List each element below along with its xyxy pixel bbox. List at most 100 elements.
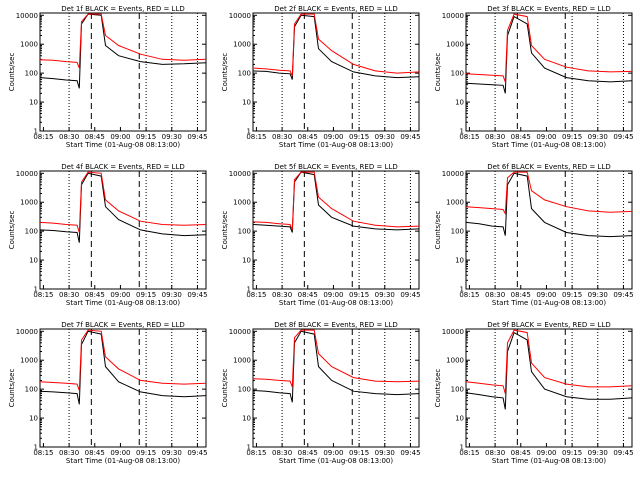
y-tick-label: 10 (29, 257, 38, 265)
panel-title: Det 5f BLACK = Events, RED = LLD (274, 163, 397, 171)
panel-6: Det 6f BLACK = Events, RED = LLD 1 10 100 10… (434, 163, 634, 307)
x-tick-label: 09:15 (562, 133, 582, 141)
x-tick-label: 09:00 (323, 449, 343, 457)
x-tick-label: 08:45 (298, 449, 318, 457)
x-tick-label: 09:15 (136, 291, 156, 299)
y-tick-label: 100 (25, 70, 38, 78)
x-tick-label: 09:45 (400, 291, 420, 299)
y-tick-label: 10000 (16, 12, 38, 20)
y-tick-label: 100 (25, 386, 38, 394)
x-tick-label: 09:45 (187, 133, 207, 141)
x-tick-label: 09:00 (110, 291, 130, 299)
y-tick-label: 100 (25, 228, 38, 236)
y-axis-label: Counts/sec (221, 369, 229, 408)
y-tick-label: 10 (29, 99, 38, 107)
y-tick-label: 1 (247, 128, 251, 136)
y-tick-label: 1000 (446, 357, 464, 365)
panel-title: Det 7f BLACK = Events, RED = LLD (61, 321, 184, 329)
x-tick-label: 08:30 (272, 133, 292, 141)
x-tick-label: 09:15 (136, 449, 156, 457)
y-axis-label: Counts/sec (8, 369, 16, 408)
panel-8: Det 8f BLACK = Events, RED = LLD 1 10 100 10… (221, 321, 421, 465)
x-tick-label: 08:15 (33, 291, 53, 299)
events-series-line (252, 330, 420, 403)
x-tick-label: 09:00 (323, 133, 343, 141)
lld-series-line (252, 13, 420, 77)
x-tick-label: 09:30 (375, 133, 395, 141)
y-tick-label: 10 (242, 99, 251, 107)
y-tick-label: 10000 (16, 328, 38, 336)
panel-title: Det 8f BLACK = Events, RED = LLD (274, 321, 397, 329)
x-tick-label: 09:00 (536, 291, 556, 299)
lld-series-line (39, 171, 207, 233)
panel-2: Det 2f BLACK = Events, RED = LLD 1 10 100 10… (221, 5, 421, 149)
events-series-line (39, 13, 207, 89)
y-tick-label: 1000 (233, 41, 251, 49)
x-axis-label: Start Time (01-Aug-08 08:13:00) (66, 457, 180, 465)
x-tick-label: 08:15 (459, 449, 479, 457)
x-tick-label: 09:00 (323, 291, 343, 299)
x-tick-label: 08:30 (59, 449, 79, 457)
panel-7: Det 7f BLACK = Events, RED = LLD 1 10 100 10… (8, 321, 208, 465)
x-tick-label: 08:30 (485, 133, 505, 141)
panel-title: Det 2f BLACK = Events, RED = LLD (274, 5, 397, 13)
y-axis-label: Counts/sec (8, 211, 16, 250)
panel-9: Det 9f BLACK = Events, RED = LLD 1 10 100 10… (434, 321, 634, 465)
x-tick-label: 08:45 (511, 133, 531, 141)
x-tick-label: 08:15 (246, 291, 266, 299)
y-tick-label: 100 (451, 386, 464, 394)
plot-frame (39, 12, 207, 132)
y-tick-label: 1 (247, 286, 251, 294)
x-axis-label: Start Time (01-Aug-08 08:13:00) (279, 141, 393, 149)
y-tick-label: 10 (455, 415, 464, 423)
y-tick-label: 1 (460, 286, 464, 294)
x-tick-label: 09:30 (588, 449, 608, 457)
x-tick-label: 09:15 (562, 449, 582, 457)
x-tick-label: 09:30 (162, 449, 182, 457)
y-tick-label: 100 (238, 70, 251, 78)
x-tick-label: 09:15 (349, 133, 369, 141)
x-tick-label: 08:30 (272, 449, 292, 457)
x-tick-label: 09:45 (613, 291, 633, 299)
y-tick-label: 1000 (20, 41, 38, 49)
x-tick-label: 09:30 (375, 449, 395, 457)
x-tick-label: 08:45 (298, 291, 318, 299)
lld-series-line (465, 329, 633, 394)
x-axis-label: Start Time (01-Aug-08 08:13:00) (492, 141, 606, 149)
x-tick-label: 09:45 (613, 133, 633, 141)
lld-series-line (465, 13, 633, 83)
plot-frame (252, 328, 420, 448)
x-tick-label: 08:15 (459, 133, 479, 141)
x-tick-label: 09:45 (400, 449, 420, 457)
events-series-line (465, 15, 633, 94)
y-axis-label: Counts/sec (434, 53, 442, 92)
panel-3: Det 3f BLACK = Events, RED = LLD 1 10 100 10… (434, 5, 634, 149)
x-axis-label: Start Time (01-Aug-08 08:13:00) (66, 141, 180, 149)
plot-frame (39, 170, 207, 290)
panel-title: Det 4f BLACK = Events, RED = LLD (61, 163, 184, 171)
panel-4: Det 4f BLACK = Events, RED = LLD 1 10 100 10… (8, 163, 208, 307)
x-tick-label: 09:30 (375, 291, 395, 299)
x-tick-label: 09:00 (110, 449, 130, 457)
lld-series-line (39, 13, 207, 69)
events-series-line (465, 331, 633, 410)
y-tick-label: 100 (238, 386, 251, 394)
y-tick-label: 10 (29, 415, 38, 423)
y-tick-label: 1 (34, 286, 38, 294)
x-tick-label: 09:45 (613, 449, 633, 457)
y-tick-label: 1 (34, 128, 38, 136)
y-tick-label: 10000 (442, 328, 464, 336)
lld-series-line (252, 171, 420, 231)
y-tick-label: 10000 (229, 328, 251, 336)
y-tick-label: 100 (238, 228, 251, 236)
x-axis-label: Start Time (01-Aug-08 08:13:00) (66, 299, 180, 307)
y-axis-label: Counts/sec (8, 53, 16, 92)
y-tick-label: 1 (247, 444, 251, 452)
y-tick-label: 1 (460, 444, 464, 452)
x-tick-label: 09:30 (162, 133, 182, 141)
y-tick-label: 100 (451, 70, 464, 78)
y-tick-label: 1000 (20, 357, 38, 365)
x-tick-label: 09:30 (588, 133, 608, 141)
x-tick-label: 08:15 (246, 449, 266, 457)
y-tick-label: 1000 (20, 199, 38, 207)
